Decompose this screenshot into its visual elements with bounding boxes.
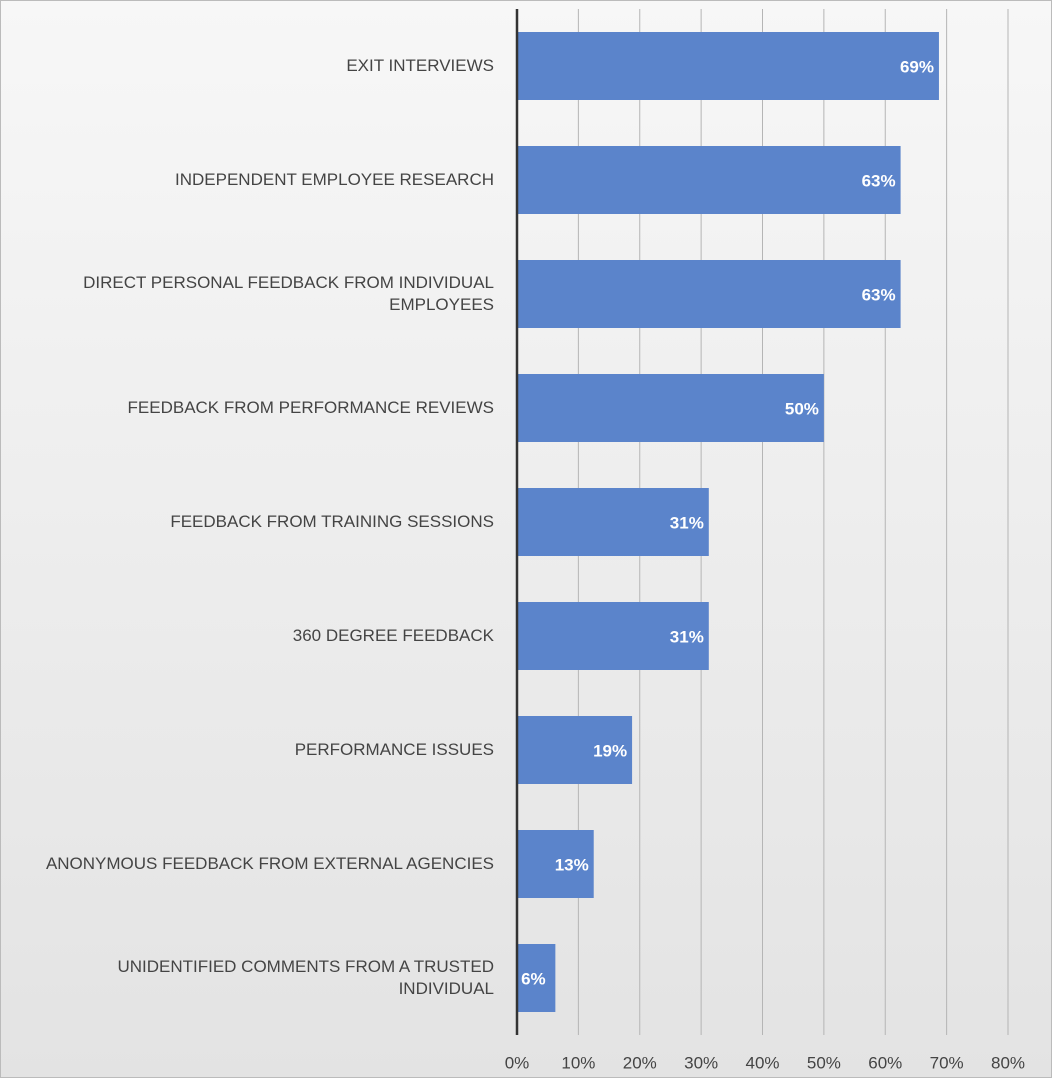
data-label: 31% xyxy=(670,627,704,646)
y-tick-label: ANONYMOUS FEEDBACK FROM EXTERNAL AGENCIE… xyxy=(45,854,494,873)
y-tick-label: FEEDBACK FROM PERFORMANCE REVIEWS xyxy=(127,398,494,417)
y-tick-label: INDEPENDENT EMPLOYEE RESEARCH xyxy=(175,170,494,189)
x-tick-label: 30% xyxy=(684,1053,718,1072)
bar xyxy=(517,602,709,670)
x-tick-label: 40% xyxy=(745,1053,779,1072)
data-label: 69% xyxy=(900,57,934,76)
x-tick-label: 50% xyxy=(807,1053,841,1072)
data-label: 31% xyxy=(670,513,704,532)
x-tick-label: 60% xyxy=(868,1053,902,1072)
data-label: 63% xyxy=(862,285,896,304)
y-tick-label: 360 DEGREE FEEDBACK xyxy=(292,626,494,645)
x-tick-label: 70% xyxy=(930,1053,964,1072)
y-tick-label: PERFORMANCE ISSUES xyxy=(294,740,494,759)
y-tick-label: FEEDBACK FROM TRAINING SESSIONS xyxy=(170,512,494,531)
data-label: 50% xyxy=(785,399,819,418)
bar xyxy=(517,944,556,1012)
x-tick-label: 20% xyxy=(623,1053,657,1072)
x-tick-label: 0% xyxy=(505,1053,530,1072)
bar xyxy=(517,830,594,898)
data-label: 63% xyxy=(862,171,896,190)
bar xyxy=(517,146,901,214)
bar xyxy=(517,32,939,100)
bar xyxy=(517,260,901,328)
bar xyxy=(517,374,824,442)
data-label: 19% xyxy=(593,741,627,760)
y-tick-label: UNIDENTIFIED COMMENTS FROM A TRUSTED IND… xyxy=(117,957,494,998)
data-label: 6% xyxy=(521,969,546,988)
y-tick-label: EXIT INTERVIEWS xyxy=(346,56,494,75)
data-label: 13% xyxy=(555,855,589,874)
x-tick-label: 10% xyxy=(561,1053,595,1072)
bar xyxy=(517,716,633,784)
x-tick-label: 80% xyxy=(991,1053,1025,1072)
y-tick-label: DIRECT PERSONAL FEEDBACK FROM INDIVIDUAL… xyxy=(83,273,494,314)
bar xyxy=(517,488,709,556)
